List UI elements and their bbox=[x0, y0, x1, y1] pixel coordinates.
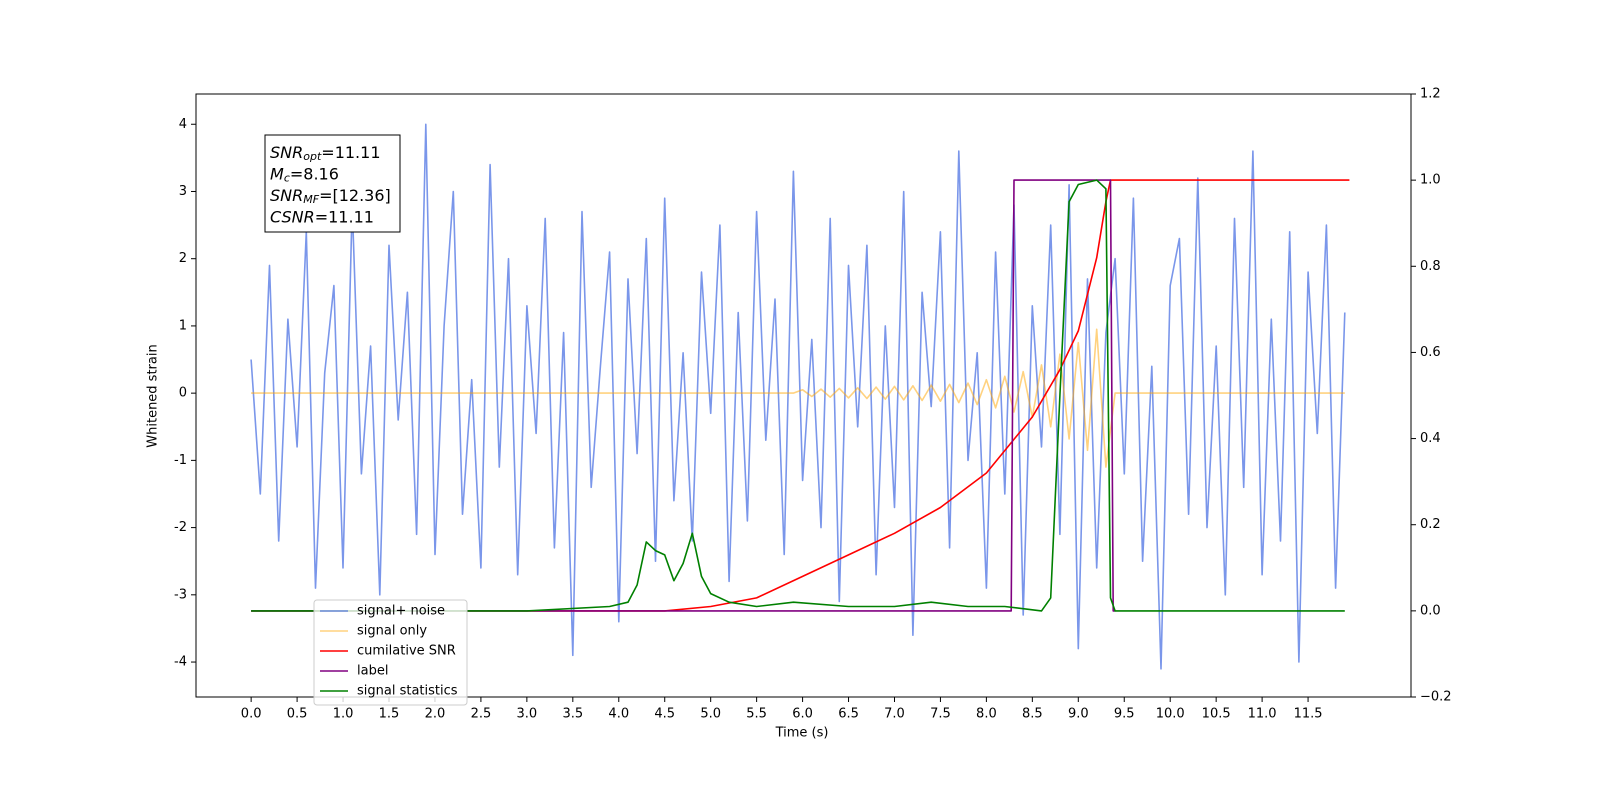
x-tick-label: 9.0 bbox=[1068, 707, 1089, 722]
annotation-subscript: c bbox=[284, 172, 290, 185]
plot-frame bbox=[195, 93, 1412, 698]
legend-box bbox=[313, 599, 468, 706]
x-tick-label: 11.5 bbox=[1294, 707, 1323, 722]
x-tick-label: 9.5 bbox=[1114, 707, 1135, 722]
legend-label: signal only bbox=[357, 624, 427, 639]
x-tick-label: 7.5 bbox=[930, 707, 951, 722]
series-line bbox=[251, 179, 1345, 612]
annotation-value: =11.11 bbox=[315, 207, 374, 226]
x-tick-label: 3.0 bbox=[517, 707, 538, 722]
legend-label: signal statistics bbox=[357, 684, 458, 699]
x-tick-label: 8.5 bbox=[1022, 707, 1043, 722]
y-tick-label: -3 bbox=[174, 587, 187, 602]
y-tick-label: 1 bbox=[179, 318, 187, 333]
y2-tick-label: −0.2 bbox=[1420, 690, 1452, 705]
legend-label: cumilative SNR bbox=[357, 644, 456, 659]
x-tick-label: 2.0 bbox=[425, 707, 446, 722]
y-axis-label: Whitened strain bbox=[146, 344, 161, 447]
y-tick-label: 0 bbox=[179, 386, 187, 401]
x-tick-label: 11.0 bbox=[1248, 707, 1277, 722]
y-tick-label: 4 bbox=[179, 117, 187, 132]
x-tick-label: 3.5 bbox=[562, 707, 583, 722]
annotation-symbol: SNR bbox=[270, 143, 303, 162]
series-line bbox=[251, 328, 1345, 468]
y-tick-label: -2 bbox=[174, 520, 187, 535]
annotation-line: SNRMF=[12.36] bbox=[270, 186, 391, 207]
x-tick-label: 10.0 bbox=[1156, 707, 1185, 722]
y2-tick-label: 0.6 bbox=[1420, 345, 1441, 360]
annotation-box bbox=[264, 134, 401, 233]
x-tick-label: 0.5 bbox=[287, 707, 308, 722]
y2-tick-label: 1.0 bbox=[1420, 173, 1441, 188]
x-tick-label: 6.5 bbox=[838, 707, 859, 722]
x-tick-label: 10.5 bbox=[1202, 707, 1231, 722]
y2-tick-label: 0.2 bbox=[1420, 517, 1441, 532]
y2-tick-label: 1.2 bbox=[1420, 87, 1441, 102]
annotation-line: CSNR=11.11 bbox=[270, 207, 374, 226]
annotation-line: SNRopt=11.11 bbox=[270, 143, 381, 164]
annotation-subscript: MF bbox=[303, 193, 319, 206]
x-tick-label: 1.5 bbox=[379, 707, 400, 722]
annotation-symbol: SNR bbox=[270, 186, 303, 205]
y-tick-label: 3 bbox=[179, 184, 187, 199]
series-line bbox=[251, 179, 1116, 612]
annotation-value: =[12.36] bbox=[319, 186, 391, 205]
annotation-line: Mc=8.16 bbox=[270, 164, 339, 185]
y2-tick-label: 0.4 bbox=[1420, 431, 1441, 446]
legend-label: label bbox=[357, 664, 388, 679]
x-tick-label: 2.5 bbox=[471, 707, 492, 722]
y2-tick-label: 0.0 bbox=[1420, 603, 1441, 618]
x-tick-label: 5.5 bbox=[746, 707, 767, 722]
annotation-value: =8.16 bbox=[290, 164, 339, 183]
legend-label: signal+ noise bbox=[357, 604, 445, 619]
x-tick-label: 0.0 bbox=[241, 707, 262, 722]
x-tick-label: 5.0 bbox=[700, 707, 721, 722]
annotation-subscript: opt bbox=[303, 150, 322, 163]
x-tick-label: 4.5 bbox=[654, 707, 675, 722]
x-tick-label: 4.0 bbox=[608, 707, 629, 722]
y-tick-label: -1 bbox=[174, 453, 187, 468]
x-tick-label: 7.0 bbox=[884, 707, 905, 722]
x-axis-label: Time (s) bbox=[775, 726, 829, 741]
y2-tick-label: 0.8 bbox=[1420, 259, 1441, 274]
annotation-symbol: CSNR bbox=[270, 207, 315, 226]
x-tick-label: 6.0 bbox=[792, 707, 813, 722]
x-tick-label: 8.0 bbox=[976, 707, 997, 722]
annotation-value: =11.11 bbox=[321, 143, 380, 162]
x-tick-label: 1.0 bbox=[333, 707, 354, 722]
annotation-symbol: M bbox=[270, 164, 284, 183]
y-tick-label: 2 bbox=[179, 251, 187, 266]
y-tick-label: -4 bbox=[174, 655, 187, 670]
series-line bbox=[250, 123, 1346, 670]
